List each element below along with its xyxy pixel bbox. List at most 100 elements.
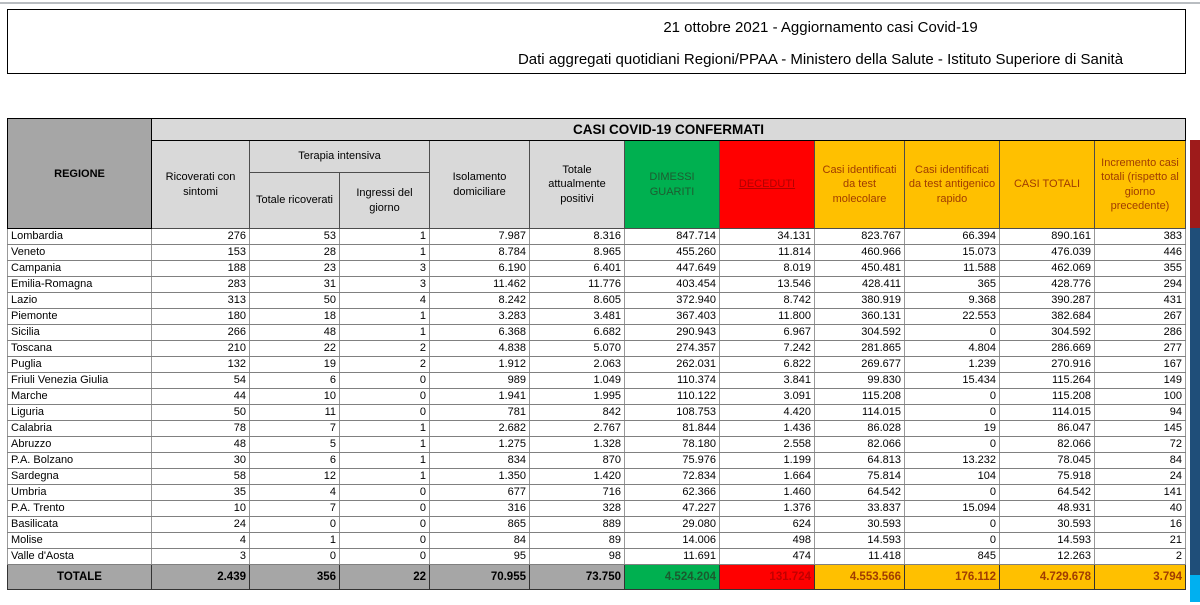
value-cell: 149 bbox=[1093, 372, 1187, 389]
value-cell: 210 bbox=[151, 340, 250, 357]
total-value-cell: 176.112 bbox=[904, 564, 1000, 590]
value-cell: 115.208 bbox=[999, 388, 1095, 405]
value-cell: 428.411 bbox=[814, 276, 905, 293]
value-cell: 98 bbox=[529, 548, 625, 565]
value-cell: 316 bbox=[429, 500, 530, 517]
value-cell: 1 bbox=[339, 452, 430, 469]
table-row: Campania 188 23 3 6.190 6.401 447.649 8.019 450.… bbox=[7, 260, 1187, 277]
value-cell: 22.553 bbox=[904, 308, 1000, 325]
value-cell: 104 bbox=[904, 468, 1000, 485]
value-cell: 94 bbox=[1093, 404, 1187, 421]
value-cell: 447.649 bbox=[624, 260, 720, 277]
value-cell: 31 bbox=[249, 276, 340, 293]
value-cell: 6.401 bbox=[529, 260, 625, 277]
value-cell: 64.542 bbox=[814, 484, 905, 501]
table-foot: TOTALE 2.439 356 22 70.955 73.750 4.524.204 131… bbox=[7, 564, 1187, 590]
value-cell: 110.122 bbox=[624, 388, 720, 405]
value-cell: 328 bbox=[529, 500, 625, 517]
value-cell: 6.190 bbox=[429, 260, 530, 277]
value-cell: 0 bbox=[249, 548, 340, 565]
value-cell: 2.767 bbox=[529, 420, 625, 437]
report-title-box: 21 ottobre 2021 - Aggiornamento casi Cov… bbox=[7, 9, 1186, 74]
value-cell: 50 bbox=[151, 404, 250, 421]
value-cell: 19 bbox=[904, 420, 1000, 437]
value-cell: 1.912 bbox=[429, 356, 530, 373]
adjacent-sheet-edge-cyan bbox=[1190, 575, 1200, 602]
value-cell: 167 bbox=[1093, 356, 1187, 373]
table-row: Sardegna 58 12 1 1.350 1.420 72.834 1.664 75.814… bbox=[7, 468, 1187, 485]
value-cell: 4 bbox=[249, 484, 340, 501]
header-positivi: Totale attualmente positivi bbox=[529, 140, 625, 229]
value-cell: 1 bbox=[339, 228, 430, 245]
value-cell: 8.605 bbox=[529, 292, 625, 309]
value-cell: 72.834 bbox=[624, 468, 720, 485]
value-cell: 431 bbox=[1093, 292, 1187, 309]
value-cell: 48.931 bbox=[999, 500, 1095, 517]
value-cell: 1.995 bbox=[529, 388, 625, 405]
header-test-antigenico: Casi identificati da test antigenico rap… bbox=[904, 140, 1000, 229]
value-cell: 12.263 bbox=[999, 548, 1095, 565]
adjacent-sheet-edge-blue bbox=[1190, 228, 1200, 575]
value-cell: 0 bbox=[339, 516, 430, 533]
value-cell: 33.837 bbox=[814, 500, 905, 517]
value-cell: 1.664 bbox=[719, 468, 815, 485]
value-cell: 14.593 bbox=[814, 532, 905, 549]
value-cell: 6.967 bbox=[719, 324, 815, 341]
value-cell: 1 bbox=[339, 324, 430, 341]
value-cell: 865 bbox=[429, 516, 530, 533]
value-cell: 114.015 bbox=[814, 404, 905, 421]
region-name-cell: Molise bbox=[7, 532, 152, 549]
value-cell: 2.558 bbox=[719, 436, 815, 453]
value-cell: 842 bbox=[529, 404, 625, 421]
value-cell: 2.063 bbox=[529, 356, 625, 373]
value-cell: 10 bbox=[151, 500, 250, 517]
value-cell: 1.239 bbox=[904, 356, 1000, 373]
table-row: Piemonte 180 18 1 3.283 3.481 367.403 11.800 360… bbox=[7, 308, 1187, 325]
value-cell: 277 bbox=[1093, 340, 1187, 357]
value-cell: 15.434 bbox=[904, 372, 1000, 389]
value-cell: 3.091 bbox=[719, 388, 815, 405]
table-row: Friuli Venezia Giulia 54 6 0 989 1.049 110.374… bbox=[7, 372, 1187, 389]
value-cell: 89 bbox=[529, 532, 625, 549]
table-row: Calabria 78 7 1 2.682 2.767 81.844 1.436 86.028 1… bbox=[7, 420, 1187, 437]
value-cell: 24 bbox=[151, 516, 250, 533]
value-cell: 50 bbox=[249, 292, 340, 309]
value-cell: 99.830 bbox=[814, 372, 905, 389]
region-name-cell: Valle d'Aosta bbox=[7, 548, 152, 565]
value-cell: 24 bbox=[1093, 468, 1187, 485]
value-cell: 889 bbox=[529, 516, 625, 533]
value-cell: 290.943 bbox=[624, 324, 720, 341]
value-cell: 11.814 bbox=[719, 244, 815, 261]
value-cell: 115.208 bbox=[814, 388, 905, 405]
header-deceduti: DECEDUTI bbox=[719, 140, 815, 229]
value-cell: 7.987 bbox=[429, 228, 530, 245]
value-cell: 0 bbox=[904, 436, 1000, 453]
value-cell: 989 bbox=[429, 372, 530, 389]
value-cell: 64.813 bbox=[814, 452, 905, 469]
region-name-cell: Abruzzo bbox=[7, 436, 152, 453]
region-name-cell: P.A. Bolzano bbox=[7, 452, 152, 469]
value-cell: 4.838 bbox=[429, 340, 530, 357]
region-name-cell: Calabria bbox=[7, 420, 152, 437]
value-cell: 1.420 bbox=[529, 468, 625, 485]
value-cell: 1 bbox=[339, 244, 430, 261]
header-incremento: Incremento casi totali (rispetto al gior… bbox=[1093, 140, 1187, 229]
value-cell: 1.350 bbox=[429, 468, 530, 485]
value-cell: 7 bbox=[249, 500, 340, 517]
value-cell: 476.039 bbox=[999, 244, 1095, 261]
value-cell: 274.357 bbox=[624, 340, 720, 357]
value-cell: 13.232 bbox=[904, 452, 1000, 469]
header-isolamento: Isolamento domiciliare bbox=[429, 140, 530, 229]
value-cell: 270.916 bbox=[999, 356, 1095, 373]
table-row: Lombardia 276 53 1 7.987 8.316 847.714 34.131 82… bbox=[7, 228, 1187, 245]
table-title: CASI COVID-19 CONFERMATI bbox=[150, 118, 1187, 141]
table-row: Basilicata 24 0 0 865 889 29.080 624 30.593 0 30.5… bbox=[7, 516, 1187, 533]
value-cell: 6 bbox=[249, 372, 340, 389]
value-cell: 262.031 bbox=[624, 356, 720, 373]
value-cell: 86.047 bbox=[999, 420, 1095, 437]
value-cell: 0 bbox=[339, 484, 430, 501]
value-cell: 286.669 bbox=[999, 340, 1095, 357]
value-cell: 58 bbox=[151, 468, 250, 485]
total-value-cell: 2.439 bbox=[151, 564, 250, 590]
value-cell: 2.682 bbox=[429, 420, 530, 437]
